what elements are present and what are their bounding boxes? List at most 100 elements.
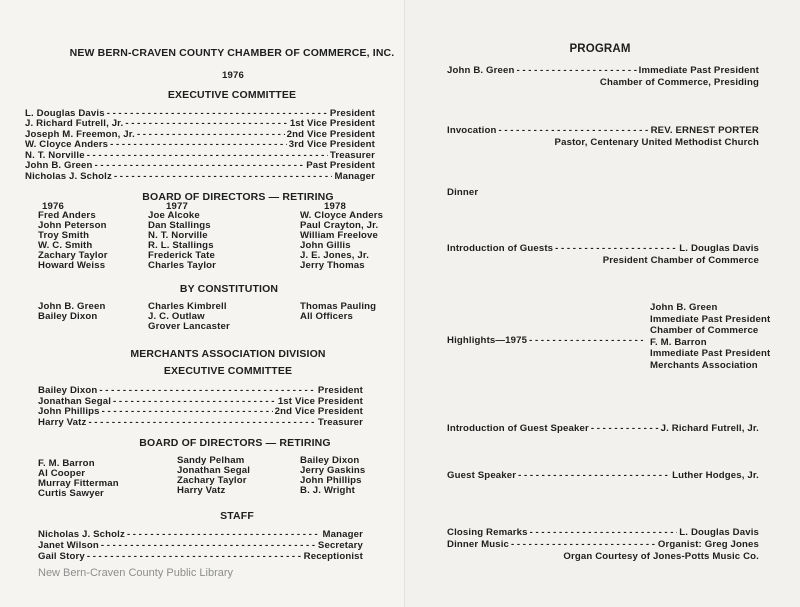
- entry-role: 1st Vice President: [277, 396, 363, 407]
- entry-name: Bailey Dixon: [38, 385, 98, 396]
- merchants-board-member: Zachary Taylor: [177, 475, 247, 486]
- program-item-detail: Immediate Past President: [650, 348, 771, 359]
- program-item-performer: Luther Hodges, Jr.: [672, 470, 759, 481]
- board-member: Troy Smith: [38, 230, 90, 241]
- board-member: Howard Weiss: [38, 260, 106, 271]
- entry-name: Jonathan Segal: [38, 396, 112, 407]
- merchants-executive-heading: EXECUTIVE COMMITTEE: [163, 365, 293, 377]
- program-item-detail: F. M. Barron: [650, 336, 707, 348]
- merchants-board-member: John Phillips: [300, 475, 362, 486]
- constitution-member: John B. Green: [38, 301, 106, 312]
- constitution-member: Bailey Dixon: [38, 311, 98, 322]
- merchants-board-member: B. J. Wright: [300, 485, 355, 496]
- board-year: 1977: [166, 201, 188, 212]
- leader-row: Joseph M. Freemon, Jr. 2nd Vice President: [25, 129, 375, 140]
- by-constitution-heading: BY CONSTITUTION: [179, 283, 279, 295]
- program-item-performer: Organist: Greg Jones: [657, 539, 759, 550]
- constitution-member: Charles Kimbrell: [148, 301, 227, 312]
- program-item-detail: Merchants Association: [650, 359, 758, 371]
- dotted-leader: [555, 244, 677, 254]
- merchants-board-member: Jerry Gaskins: [300, 465, 366, 476]
- board-heading: BOARD OF DIRECTORS — RETIRING: [142, 191, 334, 203]
- entry-role: 2nd Vice President: [286, 129, 375, 140]
- left-page: NEW BERN-CRAVEN COUNTY CHAMBER OF COMMER…: [0, 0, 405, 607]
- entry-name: Janet Wilson: [38, 540, 99, 551]
- board-member: N. T. Norville: [148, 230, 208, 241]
- dotted-leader: [591, 424, 659, 434]
- leader-row: Nicholas J. Scholz Manager: [25, 171, 375, 182]
- board-member: Paul Crayton, Jr.: [300, 220, 379, 231]
- dotted-leader: [127, 530, 321, 540]
- entry-name: W. Cloyce Anders: [25, 139, 109, 150]
- merchants-board-member: Bailey Dixon: [300, 455, 360, 466]
- board-member: Fred Anders: [38, 210, 96, 221]
- entry-role: 2nd Vice President: [274, 406, 363, 417]
- leader-row: Janet Wilson Secretary: [38, 540, 363, 551]
- entry-name: J. Richard Futrell, Jr.: [25, 118, 124, 129]
- leader-row: Bailey Dixon President: [38, 385, 363, 396]
- board-member: Jerry Thomas: [300, 260, 365, 271]
- program-item-label: Introduction of Guests: [447, 243, 554, 254]
- dotted-leader: [101, 541, 316, 551]
- leader-row: Nicholas J. Scholz Manager: [38, 529, 363, 540]
- program-title: PROGRAM: [569, 43, 631, 55]
- year-heading: 1976: [222, 70, 244, 81]
- board-year: 1978: [324, 201, 346, 212]
- program-item-row: Closing Remarks L. Douglas Davis: [447, 527, 759, 538]
- dotted-leader: [517, 66, 637, 76]
- board-member: Joe Alcoke: [148, 210, 200, 221]
- dotted-leader: [530, 528, 678, 538]
- program-item-detail: Pastor, Centenary United Methodist Churc…: [554, 137, 759, 148]
- dotted-leader: [87, 552, 302, 562]
- merchants-board-member: Jonathan Segal: [177, 465, 251, 476]
- program-item-detail: John B. Green: [650, 302, 718, 313]
- executive-committee-heading: EXECUTIVE COMMITTEE: [167, 89, 297, 101]
- program-item-row: Introduction of Guest Speaker J. Richard …: [447, 423, 759, 434]
- merchants-board-member: Harry Vatz: [177, 485, 226, 496]
- entry-name: Harry Vatz: [38, 417, 87, 428]
- board-member: William Freelove: [300, 230, 379, 241]
- program-item-detail: Chamber of Commerce, Presiding: [599, 77, 759, 88]
- program-item-row: Invocation REV. ERNEST PORTER: [447, 125, 759, 136]
- entry-role: Secretary: [317, 540, 363, 551]
- program-item-label: Closing Remarks: [447, 527, 528, 538]
- program-item-performer: L. Douglas Davis: [679, 527, 759, 538]
- entry-name: Nicholas J. Scholz: [25, 171, 112, 182]
- board-member: Charles Taylor: [148, 260, 217, 271]
- entry-role: Treasurer: [329, 150, 375, 161]
- leader-row: Jonathan Segal 1st Vice President: [38, 396, 363, 407]
- entry-role: Manager: [322, 529, 363, 540]
- organization-header: NEW BERN-CRAVEN COUNTY CHAMBER OF COMMER…: [69, 47, 395, 59]
- dotted-leader: [529, 336, 643, 346]
- merchants-division-heading: MERCHANTS ASSOCIATION DIVISION: [130, 348, 326, 360]
- constitution-member: J. C. Outlaw: [148, 311, 205, 322]
- program-item-row: Dinner Music Organist: Greg Jones: [447, 539, 759, 550]
- board-member: W. C. Smith: [38, 240, 93, 251]
- constitution-member: Thomas Pauling: [300, 301, 377, 312]
- entry-role: Manager: [334, 171, 375, 182]
- board-member: J. E. Jones, Jr.: [300, 250, 370, 261]
- entry-name: L. Douglas Davis: [25, 108, 105, 119]
- program-item-label: Invocation: [447, 125, 497, 136]
- entry-role: Past President: [306, 160, 375, 171]
- board-member: W. Cloyce Anders: [300, 210, 384, 221]
- constitution-member: Grover Lancaster: [148, 321, 230, 332]
- program-item-performer: REV. ERNEST PORTER: [650, 125, 759, 136]
- program-item-label: Dinner Music: [447, 539, 510, 550]
- leader-row: N. T. Norville Treasurer: [25, 150, 375, 161]
- merchants-board-member: F. M. Barron: [38, 458, 95, 469]
- entry-name: John B. Green: [25, 160, 93, 171]
- leader-row: Harry Vatz Treasurer: [38, 417, 363, 428]
- entry-role: President: [317, 385, 363, 396]
- library-watermark: New Bern-Craven County Public Library: [38, 567, 234, 579]
- dotted-leader: [511, 540, 656, 550]
- board-year: 1976: [42, 201, 64, 212]
- leader-row: John Phillips 2nd Vice President: [38, 406, 363, 417]
- dotted-leader: [498, 126, 648, 136]
- leader-row: John B. Green Past President: [25, 160, 375, 171]
- program-item-detail: Organ Courtesy of Jones-Potts Music Co.: [563, 551, 759, 562]
- dotted-leader: [95, 161, 305, 171]
- board-member: John Gillis: [300, 240, 351, 251]
- program-item-performer: Immediate Past President: [638, 65, 759, 76]
- entry-name: Nicholas J. Scholz: [38, 529, 125, 540]
